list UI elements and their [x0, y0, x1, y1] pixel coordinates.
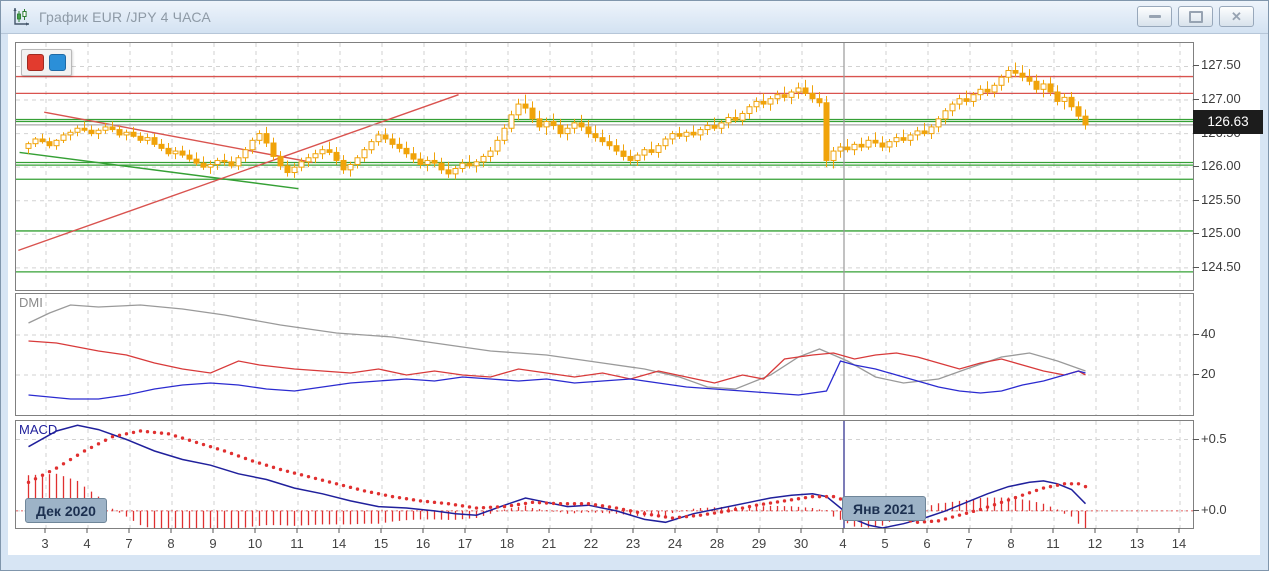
- x-axis-label: 15: [374, 536, 388, 551]
- x-axis-label: 28: [710, 536, 724, 551]
- x-axis-label: 22: [584, 536, 598, 551]
- x-axis-label: 7: [965, 536, 972, 551]
- close-icon: ✕: [1231, 9, 1242, 24]
- x-axis-label: 6: [923, 536, 930, 551]
- chart-toolbar: [21, 49, 72, 76]
- x-axis-label: 11: [290, 536, 304, 551]
- price-axis-label: 127.00: [1201, 91, 1241, 107]
- axis-tick: [1193, 266, 1199, 268]
- window-title: График EUR /JPY 4 ЧАСА: [39, 9, 211, 25]
- x-axis-label: 10: [248, 536, 262, 551]
- x-axis-label: 4: [839, 536, 846, 551]
- month-badge-jan-2021[interactable]: Янв 2021: [842, 496, 927, 521]
- x-axis-label: 13: [1130, 536, 1144, 551]
- price-axis-label: 126.00: [1201, 158, 1241, 174]
- dmi-panel[interactable]: [15, 293, 1194, 416]
- x-axis-label: 12: [1088, 536, 1102, 551]
- x-axis: 3 4 7 8 9 10 11 14 15 16 17 18 21 22 23 24 28 29 30 4 5 6 7 8 11…: [15, 528, 1232, 559]
- axis-tick: [1193, 99, 1199, 101]
- price-axis-label: 124.50: [1201, 258, 1241, 274]
- x-axis-label: 8: [167, 536, 174, 551]
- red-square-icon[interactable]: [27, 54, 44, 71]
- x-axis-label: 18: [500, 536, 514, 551]
- x-axis-label: 24: [668, 536, 682, 551]
- close-button[interactable]: ✕: [1219, 6, 1254, 27]
- month-badge-dec-2020[interactable]: Дек 2020: [25, 498, 107, 523]
- axis-tick: [1193, 166, 1199, 168]
- x-axis-label: 23: [626, 536, 640, 551]
- macd-label: MACD: [19, 422, 58, 437]
- window-controls: ✕: [1137, 6, 1254, 27]
- minimize-button[interactable]: [1137, 6, 1172, 27]
- axis-tick: [1193, 65, 1199, 67]
- axis-tick: [1193, 233, 1199, 235]
- macd-axis-label: +0.0: [1201, 501, 1227, 517]
- price-axis-label: 125.50: [1201, 191, 1241, 207]
- x-axis-label: 7: [125, 536, 132, 551]
- x-axis-label: 21: [542, 536, 556, 551]
- candlestick-chart-icon: [11, 7, 31, 27]
- minimize-icon: [1148, 15, 1161, 18]
- dmi-axis-label: 20: [1201, 366, 1216, 381]
- price-axis-label: 127.50: [1201, 57, 1241, 73]
- x-axis-label: 3: [41, 536, 48, 551]
- maximize-icon: [1188, 10, 1203, 23]
- axis-tick: [1193, 374, 1199, 375]
- x-axis-label: 14: [1172, 536, 1186, 551]
- x-axis-label: 8: [1007, 536, 1014, 551]
- x-axis-label: 9: [209, 536, 216, 551]
- dmi-axis-label: 40: [1201, 326, 1216, 341]
- x-axis-label: 30: [794, 536, 808, 551]
- axis-tick: [1193, 509, 1199, 511]
- maximize-button[interactable]: [1178, 6, 1213, 27]
- x-axis-label: 5: [881, 536, 888, 551]
- x-axis-label: 29: [752, 536, 766, 551]
- macd-axis-label: +0.5: [1201, 430, 1227, 446]
- price-panel[interactable]: [15, 42, 1194, 291]
- macd-panel[interactable]: [15, 420, 1194, 529]
- axis-tick: [1193, 199, 1199, 201]
- x-axis-label: 16: [416, 536, 430, 551]
- axis-tick: [1193, 438, 1199, 440]
- blue-square-icon[interactable]: [49, 54, 66, 71]
- titlebar[interactable]: График EUR /JPY 4 ЧАСА ✕: [1, 1, 1268, 34]
- axis-tick: [1193, 334, 1199, 335]
- chart-client-area: DMI MACD Дек 2020 Янв 2021 126.63 127.50…: [8, 34, 1263, 555]
- current-price-badge: 126.63: [1193, 110, 1263, 134]
- x-axis-label: 4: [83, 536, 90, 551]
- price-axis-label: 125.00: [1201, 225, 1241, 241]
- x-axis-label: 11: [1046, 536, 1060, 551]
- dmi-label: DMI: [19, 295, 43, 310]
- x-axis-label: 17: [458, 536, 472, 551]
- x-axis-label: 14: [332, 536, 346, 551]
